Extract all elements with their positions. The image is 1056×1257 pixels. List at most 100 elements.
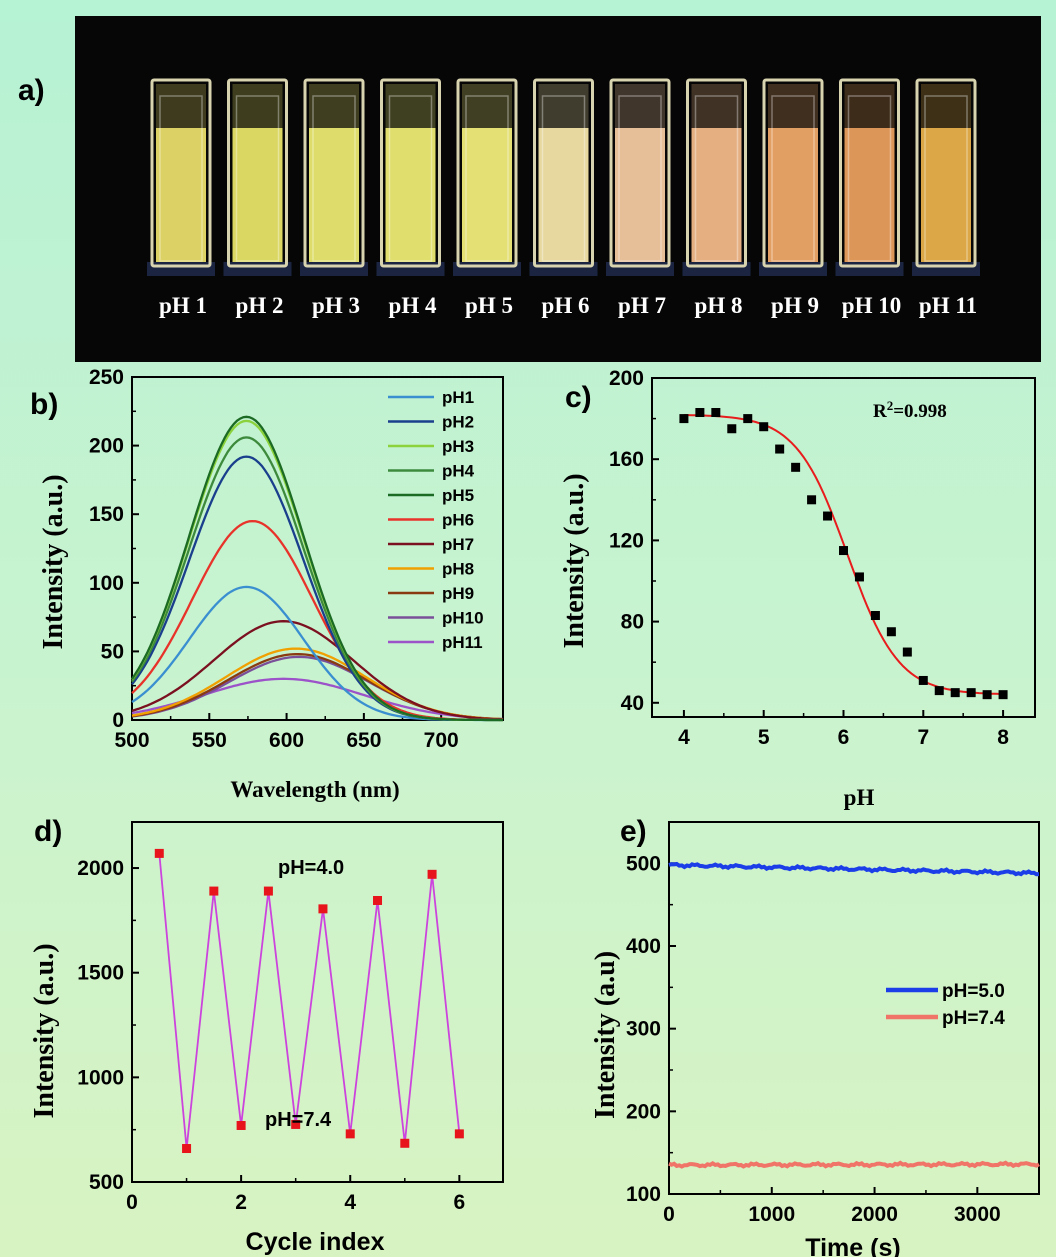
chart-b-emission-spectra: b) 500 550 600 650 700 0 50 100 150 200 250 pH1 pH2 p… bbox=[30, 366, 504, 802]
cuvette-row: pH 1 pH 2 pH 3 pH 4 pH 5 pH 6 pH 7 pH 8 pH 9 pH 1… bbox=[147, 78, 980, 318]
panel-label-c: c) bbox=[565, 381, 592, 414]
legend-label-ph5: pH5 bbox=[442, 486, 474, 505]
legend-label-ph2: pH2 bbox=[442, 413, 474, 432]
cuvette-inner-wall bbox=[159, 95, 203, 262]
cycle-point bbox=[263, 886, 273, 896]
y-tick-label: 0 bbox=[112, 709, 124, 732]
cycle-point bbox=[318, 904, 328, 914]
cuvette-6: pH 6 bbox=[529, 78, 598, 318]
cuvette-headspace bbox=[156, 84, 206, 128]
cuvette-glass bbox=[380, 78, 441, 268]
cuvette-headspace bbox=[309, 84, 359, 128]
legend-label-ph3: pH3 bbox=[442, 437, 474, 456]
x-tick-label: 2000 bbox=[851, 1203, 898, 1226]
data-point bbox=[727, 424, 737, 434]
x-tick-label: 4 bbox=[678, 726, 690, 749]
fit-curve bbox=[683, 414, 1004, 695]
x-axis-label-e: Time (s) bbox=[805, 1234, 900, 1257]
cuvette-liquid bbox=[462, 128, 512, 262]
cuvette-label: pH 10 bbox=[842, 293, 901, 318]
cuvette-base bbox=[453, 262, 521, 276]
x-tick-label: 1000 bbox=[748, 1203, 795, 1226]
series-line-ph9 bbox=[131, 653, 504, 721]
x-tick-label: 7 bbox=[917, 726, 929, 749]
y-tick-label: 160 bbox=[609, 448, 644, 471]
cuvette-liquid bbox=[309, 128, 359, 262]
data-point bbox=[918, 675, 928, 685]
series-line-ph7 bbox=[131, 620, 504, 721]
y-tick-label: 100 bbox=[626, 1183, 661, 1206]
cuvette-inner-wall bbox=[235, 95, 280, 262]
x-tick-label: 5 bbox=[758, 726, 770, 749]
x-tick-label: 700 bbox=[424, 729, 459, 752]
cuvette-liquid bbox=[538, 128, 589, 262]
cuvette-headspace bbox=[768, 84, 818, 128]
data-point bbox=[743, 414, 753, 424]
cuvette-liquid bbox=[844, 128, 895, 262]
data-point bbox=[982, 690, 992, 700]
cuvette-liquid bbox=[615, 128, 665, 262]
cuvette-inner-wall bbox=[924, 95, 968, 262]
cuvette-liquid bbox=[156, 128, 206, 262]
data-point bbox=[886, 627, 896, 637]
cuvette-base bbox=[835, 262, 904, 276]
cuvette-inner-wall bbox=[541, 95, 586, 262]
data-point bbox=[695, 408, 705, 418]
data-point bbox=[807, 495, 817, 505]
y-tick-label: 1500 bbox=[77, 962, 124, 985]
y-tick-label: 500 bbox=[89, 1171, 124, 1194]
x-axis-label-b: Wavelength (nm) bbox=[230, 777, 399, 802]
y-tick-label: 500 bbox=[626, 852, 661, 875]
cuvette-liquid bbox=[921, 128, 971, 262]
cuvette-liquid bbox=[691, 128, 742, 262]
series-line-ph-7-4 bbox=[668, 1160, 1040, 1169]
cuvette-glass bbox=[762, 78, 824, 268]
x-tick-label: 0 bbox=[663, 1203, 675, 1226]
series-line-ph-5-0 bbox=[668, 861, 1040, 877]
data-point bbox=[902, 647, 912, 657]
cuvette-base bbox=[912, 262, 980, 276]
cycle-point bbox=[454, 1129, 464, 1139]
cuvette-inner-wall bbox=[694, 95, 739, 262]
y-tick-label: 150 bbox=[89, 503, 124, 526]
cuvette-headspace bbox=[538, 84, 589, 128]
cuvette-label: pH 2 bbox=[236, 293, 284, 318]
annotation-ph-4: pH=4.0 bbox=[278, 857, 344, 879]
x-tick-label: 6 bbox=[838, 726, 850, 749]
data-point bbox=[679, 414, 689, 424]
cuvette-9: pH 9 bbox=[759, 78, 827, 318]
cuvette-glass bbox=[303, 78, 365, 268]
y-tick-label: 40 bbox=[621, 692, 644, 715]
x-tick-label: 650 bbox=[346, 729, 381, 752]
cuvette-glass bbox=[915, 78, 977, 268]
cuvette-label: pH 7 bbox=[618, 293, 666, 318]
cuvette-label: pH 9 bbox=[771, 293, 819, 318]
cuvette-1: pH 1 bbox=[147, 78, 215, 318]
data-point bbox=[711, 408, 721, 418]
cuvette-label: pH 11 bbox=[919, 293, 977, 318]
cycle-point bbox=[427, 869, 437, 879]
x-tick-label: 500 bbox=[114, 729, 149, 752]
series-line-ph10 bbox=[131, 655, 504, 721]
cuvette-base bbox=[682, 262, 751, 276]
x-tick-label: 4 bbox=[344, 1191, 356, 1214]
cuvette-liquid bbox=[385, 128, 436, 262]
legend-label-ph7: pH7 bbox=[442, 535, 474, 554]
y-tick-label: 100 bbox=[89, 572, 124, 595]
cuvette-label: pH 3 bbox=[312, 293, 360, 318]
cuvette-base bbox=[529, 262, 598, 276]
cuvette-glass bbox=[227, 78, 288, 268]
data-point bbox=[823, 511, 833, 521]
chart-e-photostability: e) 0 1000 2000 3000 100 200 300 400 500 pH=5.0 pH=… bbox=[590, 815, 1040, 1257]
cuvette-base bbox=[300, 262, 368, 276]
y-tick-label: 120 bbox=[609, 529, 644, 552]
legend-label-ph8: pH8 bbox=[442, 560, 474, 579]
cuvette-glass bbox=[686, 78, 747, 268]
cuvette-label: pH 6 bbox=[542, 293, 590, 318]
data-point bbox=[950, 688, 960, 698]
data-point bbox=[854, 572, 864, 582]
cuvette-inner-wall bbox=[465, 95, 509, 262]
data-point bbox=[870, 611, 880, 621]
cuvette-inner-wall bbox=[618, 95, 662, 262]
y-tick-label: 200 bbox=[626, 1100, 661, 1123]
